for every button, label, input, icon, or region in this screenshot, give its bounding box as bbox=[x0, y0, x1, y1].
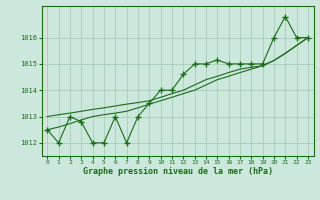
X-axis label: Graphe pression niveau de la mer (hPa): Graphe pression niveau de la mer (hPa) bbox=[83, 167, 273, 176]
